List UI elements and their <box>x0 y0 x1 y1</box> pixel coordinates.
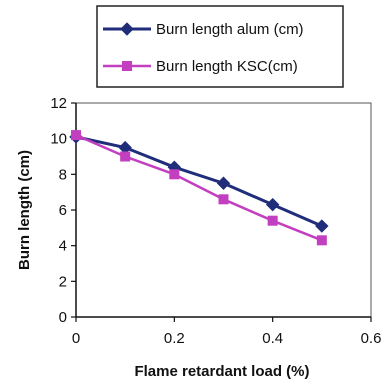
data-point-ksc <box>218 194 229 205</box>
y-axis-title: Burn length (cm) <box>16 150 33 270</box>
data-point-alum <box>216 176 231 190</box>
x-tick-label: 0.2 <box>164 330 185 347</box>
y-tick-label: 12 <box>50 95 67 112</box>
data-point-alum <box>265 197 280 212</box>
legend-label: Burn length alum (cm) <box>156 21 304 38</box>
x-ticks: 0 0.2 0.4 0.6 <box>72 317 382 347</box>
plot-area <box>75 102 372 318</box>
legend-label: Burn length KSC(cm) <box>156 58 298 75</box>
data-point-alum <box>315 219 329 233</box>
legend-marker <box>120 22 134 36</box>
data-point-ksc <box>120 151 131 162</box>
x-tick-label: 0.6 <box>361 330 382 347</box>
y-tick-label: 8 <box>59 166 67 183</box>
y-tick-label: 6 <box>59 202 67 219</box>
y-tick-label: 10 <box>50 131 67 148</box>
data-point-ksc <box>71 130 81 141</box>
series-line-ksc <box>75 133 323 242</box>
legend-marker <box>122 61 132 71</box>
series-layer <box>69 130 329 246</box>
data-point-ksc <box>169 169 180 180</box>
x-axis-title: Flame retardant load (%) <box>134 363 309 380</box>
data-point-ksc <box>267 215 278 226</box>
series-line-alum <box>75 135 323 228</box>
data-point-ksc <box>316 235 327 246</box>
y-tick-label: 4 <box>59 238 67 255</box>
x-tick-label: 0.4 <box>262 330 283 347</box>
x-tick-label: 0 <box>72 330 80 347</box>
y-ticks: 0 2 4 6 8 10 12 <box>50 95 76 326</box>
y-tick-label: 2 <box>59 273 67 290</box>
legend: Burn length alum (cm) Burn length KSC(cm) <box>103 21 304 75</box>
y-tick-label: 0 <box>59 309 67 326</box>
legend-box <box>96 5 344 88</box>
